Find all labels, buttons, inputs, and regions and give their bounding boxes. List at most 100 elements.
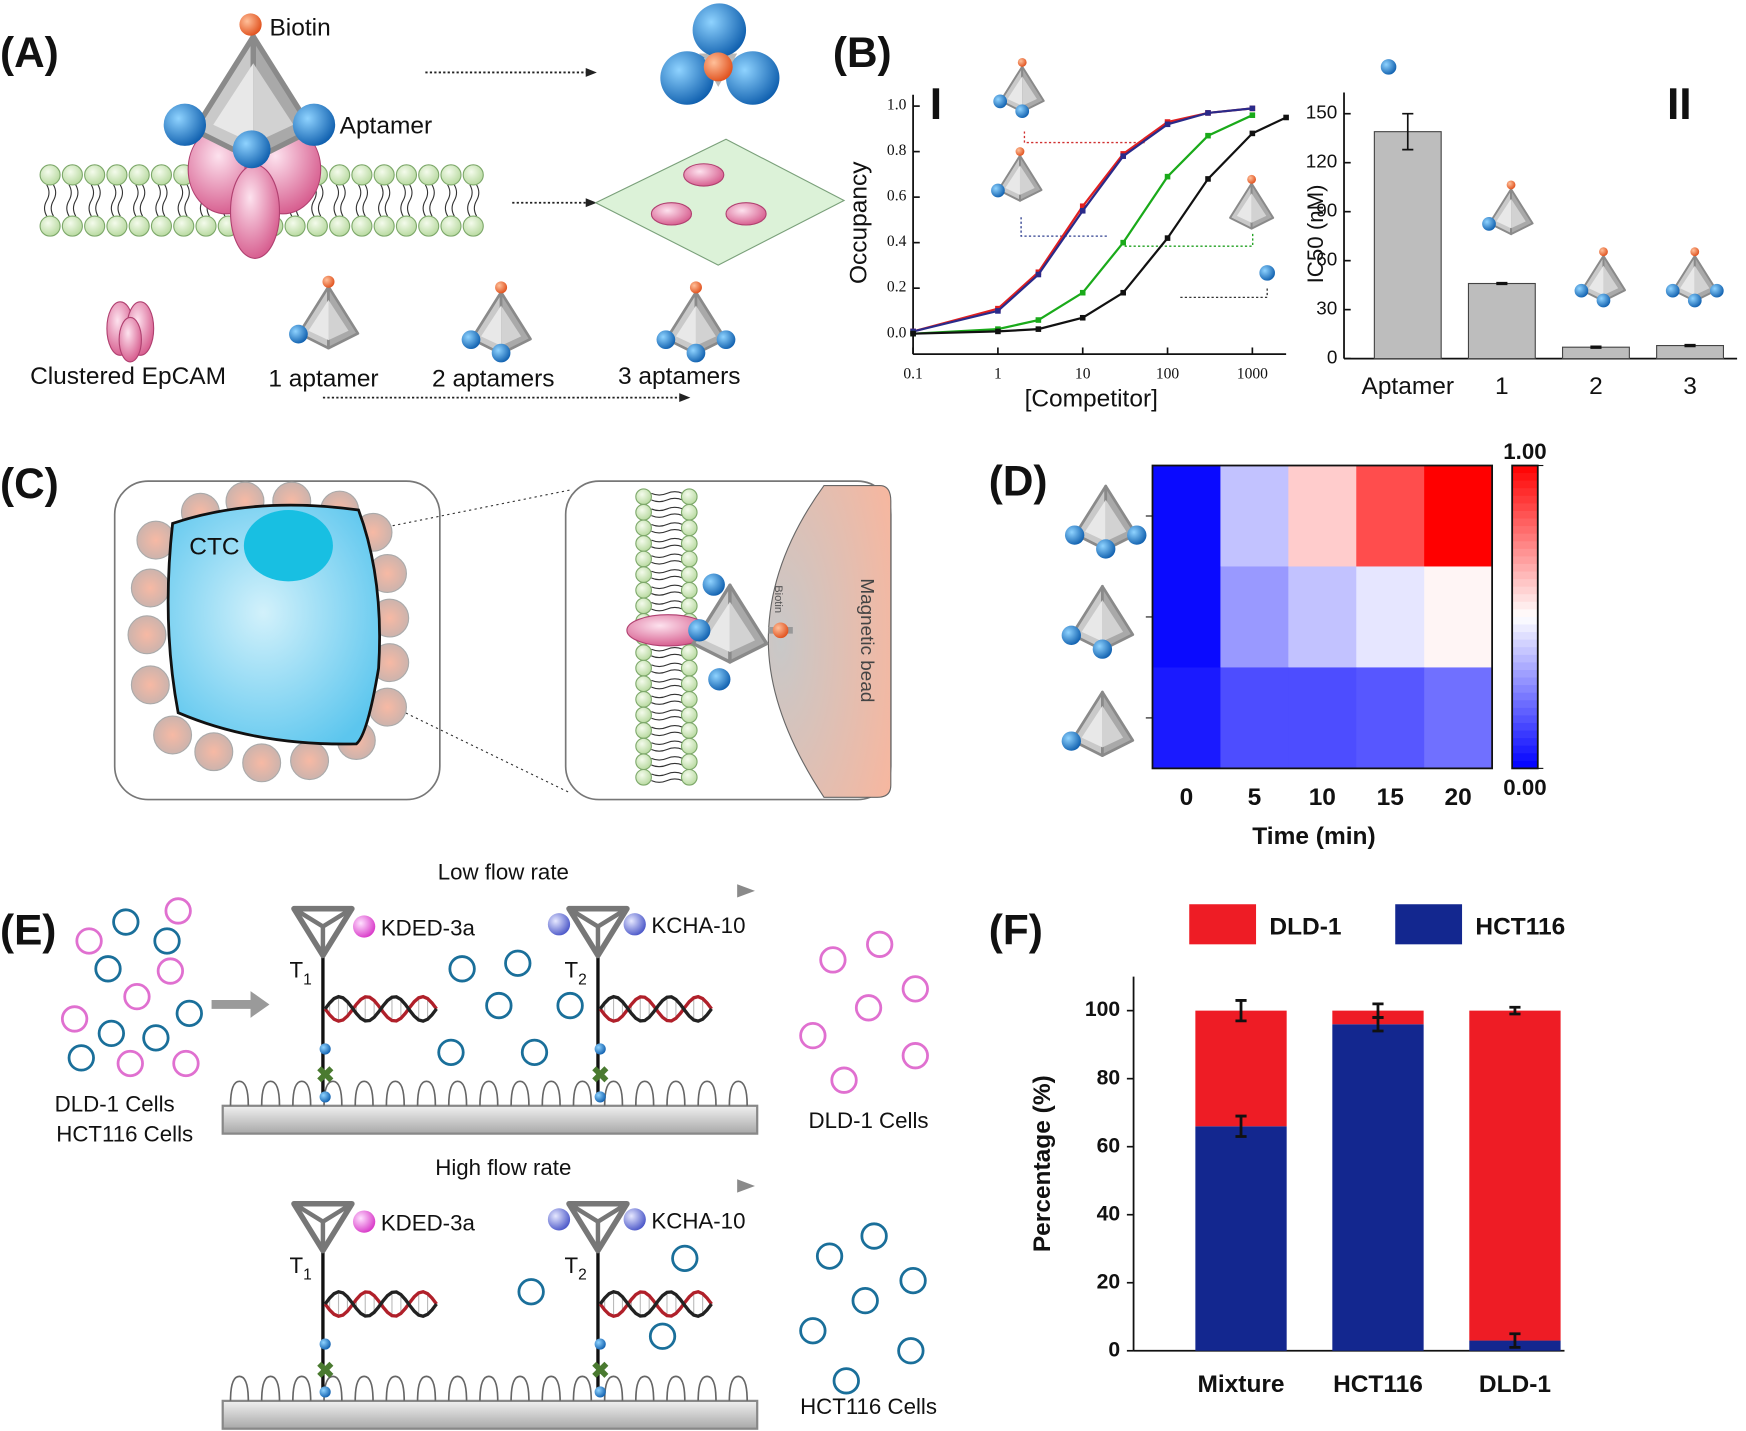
error-bar bbox=[1509, 1332, 1521, 1349]
cell bbox=[832, 1367, 860, 1395]
tetrahedron-frame bbox=[569, 909, 627, 956]
lipid-head bbox=[680, 737, 698, 755]
y-axis-label: Percentage (%) bbox=[1029, 1075, 1056, 1252]
colorbar-step bbox=[1512, 753, 1538, 762]
receptor bbox=[603, 1080, 624, 1106]
cell bbox=[520, 1038, 549, 1066]
colorbar-step bbox=[1512, 715, 1538, 724]
colorbar-step bbox=[1512, 526, 1538, 535]
arrow bbox=[211, 991, 270, 1018]
aptamer bbox=[292, 103, 336, 146]
x-axis-label: Time (min) bbox=[1252, 823, 1375, 850]
aptamer bbox=[708, 668, 731, 691]
x-tick-label: DLD-1 bbox=[1479, 1371, 1551, 1398]
bar bbox=[1467, 282, 1536, 360]
anchor bbox=[319, 1386, 331, 1398]
receptor bbox=[385, 1375, 406, 1401]
epcam bbox=[683, 163, 725, 187]
anchor bbox=[594, 1386, 606, 1398]
biotin bbox=[1690, 247, 1700, 257]
cell bbox=[485, 991, 513, 1020]
colorbar-step bbox=[1512, 518, 1538, 527]
colorbar-step bbox=[1512, 480, 1538, 489]
cell bbox=[901, 975, 929, 1003]
substrate bbox=[221, 1104, 759, 1135]
aptamer bbox=[702, 573, 725, 596]
colorbar-step bbox=[1512, 654, 1538, 663]
colorbar-step bbox=[1512, 488, 1538, 497]
lipid-head bbox=[128, 164, 150, 186]
lipid-head bbox=[128, 215, 150, 237]
aptamer bbox=[1574, 283, 1589, 298]
point bbox=[1249, 130, 1256, 137]
aptamer bbox=[686, 343, 706, 363]
tetrahedron-label-sub: 1 bbox=[303, 1266, 312, 1283]
panel-c: Magnetic bead bbox=[113, 480, 892, 801]
receptor bbox=[634, 1375, 655, 1401]
lipid-head bbox=[39, 215, 61, 237]
lipid-tail bbox=[66, 184, 79, 217]
aptamer bbox=[1064, 525, 1085, 545]
output-label: DLD-1 Cells bbox=[809, 1108, 929, 1133]
guide-lines bbox=[1020, 131, 1268, 299]
lipid-head bbox=[395, 215, 418, 237]
lipid-head bbox=[635, 768, 652, 786]
cell bbox=[164, 897, 192, 925]
heat-cell bbox=[1152, 566, 1221, 668]
flow-label: Low flow rate bbox=[438, 860, 569, 885]
lipid-tail bbox=[651, 678, 683, 690]
colorbar-step bbox=[1512, 594, 1538, 603]
legend-swatch bbox=[1395, 904, 1463, 945]
biotin bbox=[1017, 58, 1027, 67]
lipid-tail bbox=[651, 724, 683, 737]
point bbox=[910, 330, 916, 337]
y-tick-label: 0 bbox=[1327, 348, 1338, 369]
dna-strand bbox=[323, 1290, 438, 1318]
cell bbox=[799, 1021, 827, 1050]
y-tick-label: 0.0 bbox=[887, 324, 907, 341]
point bbox=[1079, 207, 1086, 214]
lipid-head bbox=[635, 597, 652, 615]
lipid-head bbox=[635, 706, 652, 724]
anchor-cross: ✖ bbox=[316, 1358, 335, 1383]
bar-segment bbox=[1332, 1024, 1424, 1351]
lipid-head bbox=[284, 215, 306, 237]
membrane-patch bbox=[594, 138, 846, 266]
lipid-head bbox=[84, 164, 106, 186]
lipid-tail bbox=[651, 522, 683, 534]
receptor bbox=[292, 1080, 312, 1106]
tetrahedron-label-sub: 1 bbox=[303, 971, 312, 988]
y-tick-label: 120 bbox=[1306, 152, 1338, 173]
colorbar-step bbox=[1512, 609, 1538, 618]
cell-group bbox=[127, 481, 410, 783]
lipid-tail bbox=[651, 584, 683, 596]
colorbar-step bbox=[1512, 738, 1538, 747]
cell bbox=[517, 1278, 545, 1306]
colorbar-step bbox=[1512, 685, 1538, 694]
lipid-tail bbox=[651, 756, 683, 768]
point bbox=[1249, 112, 1256, 118]
receptor bbox=[697, 1080, 717, 1106]
lipid-head bbox=[635, 753, 652, 771]
panel-label: (B) bbox=[833, 29, 892, 76]
receptor bbox=[229, 1080, 250, 1106]
lipid-head bbox=[680, 519, 698, 537]
heat-cell bbox=[1356, 566, 1425, 668]
anchor-cross: ✖ bbox=[316, 1063, 335, 1088]
curve bbox=[913, 114, 1253, 335]
colorbar-step bbox=[1512, 692, 1538, 701]
point bbox=[995, 328, 1001, 335]
lipid-head bbox=[440, 164, 462, 186]
magnetic-bead bbox=[242, 743, 282, 783]
error-bar bbox=[1372, 1016, 1384, 1033]
panel-label: (A) bbox=[0, 29, 59, 76]
aptamer bbox=[1061, 731, 1081, 751]
cell bbox=[866, 930, 894, 958]
y-tick-label: 30 bbox=[1316, 299, 1337, 320]
colorbar-step bbox=[1512, 465, 1538, 474]
colorbar-step bbox=[1512, 639, 1538, 648]
y-tick-label: 80 bbox=[1097, 1066, 1121, 1089]
receptor bbox=[354, 1080, 374, 1106]
probe bbox=[352, 915, 376, 938]
heat-cell bbox=[1288, 667, 1357, 769]
